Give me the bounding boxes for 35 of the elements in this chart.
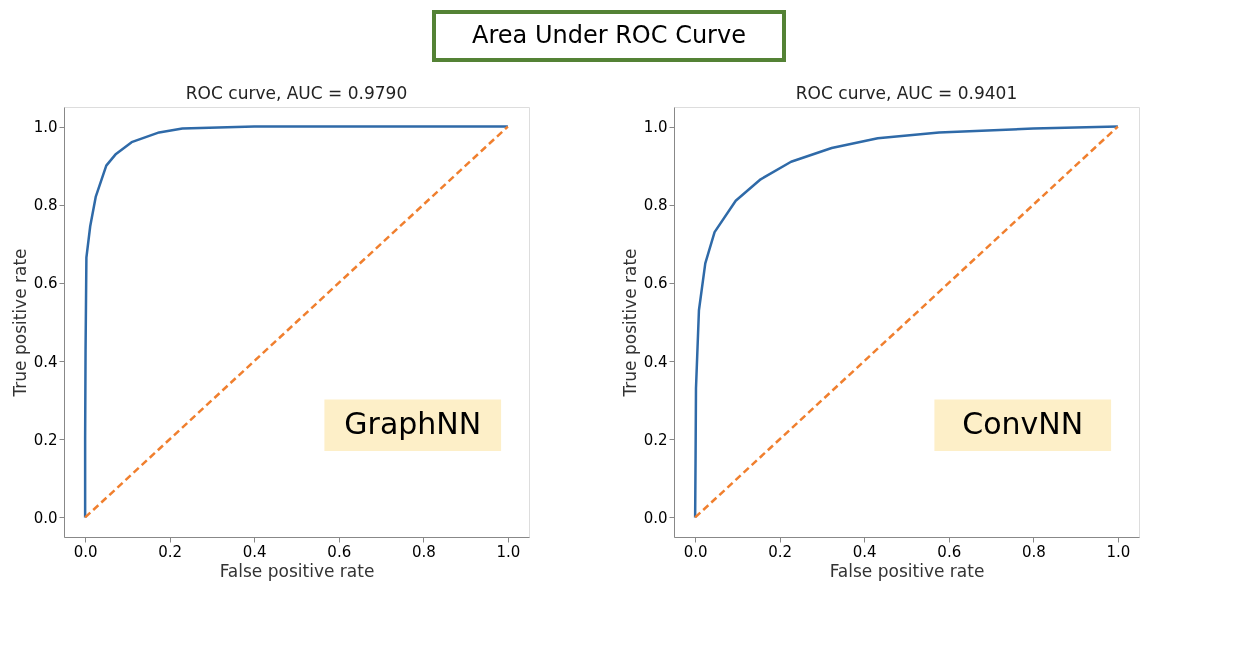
y-tick-label: 1.0	[643, 118, 668, 137]
line-series	[693, 125, 1120, 519]
x-tick-label: 0.6	[327, 542, 352, 561]
chart-title: ROC curve, AUC = 0.9790	[185, 83, 408, 103]
y-tick-label: 0.4	[33, 352, 58, 371]
annotation: GraphNN	[344, 406, 482, 442]
annotation: ConvNN	[962, 406, 1084, 442]
y-tick-label: 0.0	[643, 508, 668, 527]
x-tick-label: 1.0	[1106, 542, 1131, 561]
x-axis-title: False positive rate	[219, 560, 375, 581]
x-tick-label: 0.8	[411, 542, 436, 561]
x-tick-label: 0.6	[937, 542, 962, 561]
x-tick-label: 0.2	[158, 542, 183, 561]
y-tick-label: 0.8	[33, 196, 58, 215]
x-tick-label: 0.2	[768, 542, 793, 561]
x-axis-title: False positive rate	[829, 560, 985, 581]
x-tick-label: 0.4	[242, 542, 267, 561]
y-axis-title: True positive rate	[619, 248, 640, 398]
y-axis-title: True positive rate	[9, 248, 30, 398]
y-tick-label: 0.6	[33, 274, 58, 293]
y-tick-label: 0.6	[643, 274, 668, 293]
x-tick-label: 0.0	[683, 542, 708, 561]
x-tick-label: 0.8	[1021, 542, 1046, 561]
y-tick-label: 0.4	[643, 352, 668, 371]
text: Area Under ROC Curve	[472, 21, 746, 49]
y-tick-label: 0.2	[643, 430, 668, 449]
x-tick-label: 0.4	[852, 542, 877, 561]
y-tick-label: 1.0	[33, 118, 58, 137]
line-series	[83, 125, 510, 519]
y-tick-label: 0.2	[33, 430, 58, 449]
y-tick-label: 0.8	[643, 196, 668, 215]
y-tick-label: 0.0	[33, 508, 58, 527]
chart-title: ROC curve, AUC = 0.9401	[795, 83, 1018, 103]
x-tick-label: 0.0	[73, 542, 98, 561]
x-tick-label: 1.0	[496, 542, 521, 561]
